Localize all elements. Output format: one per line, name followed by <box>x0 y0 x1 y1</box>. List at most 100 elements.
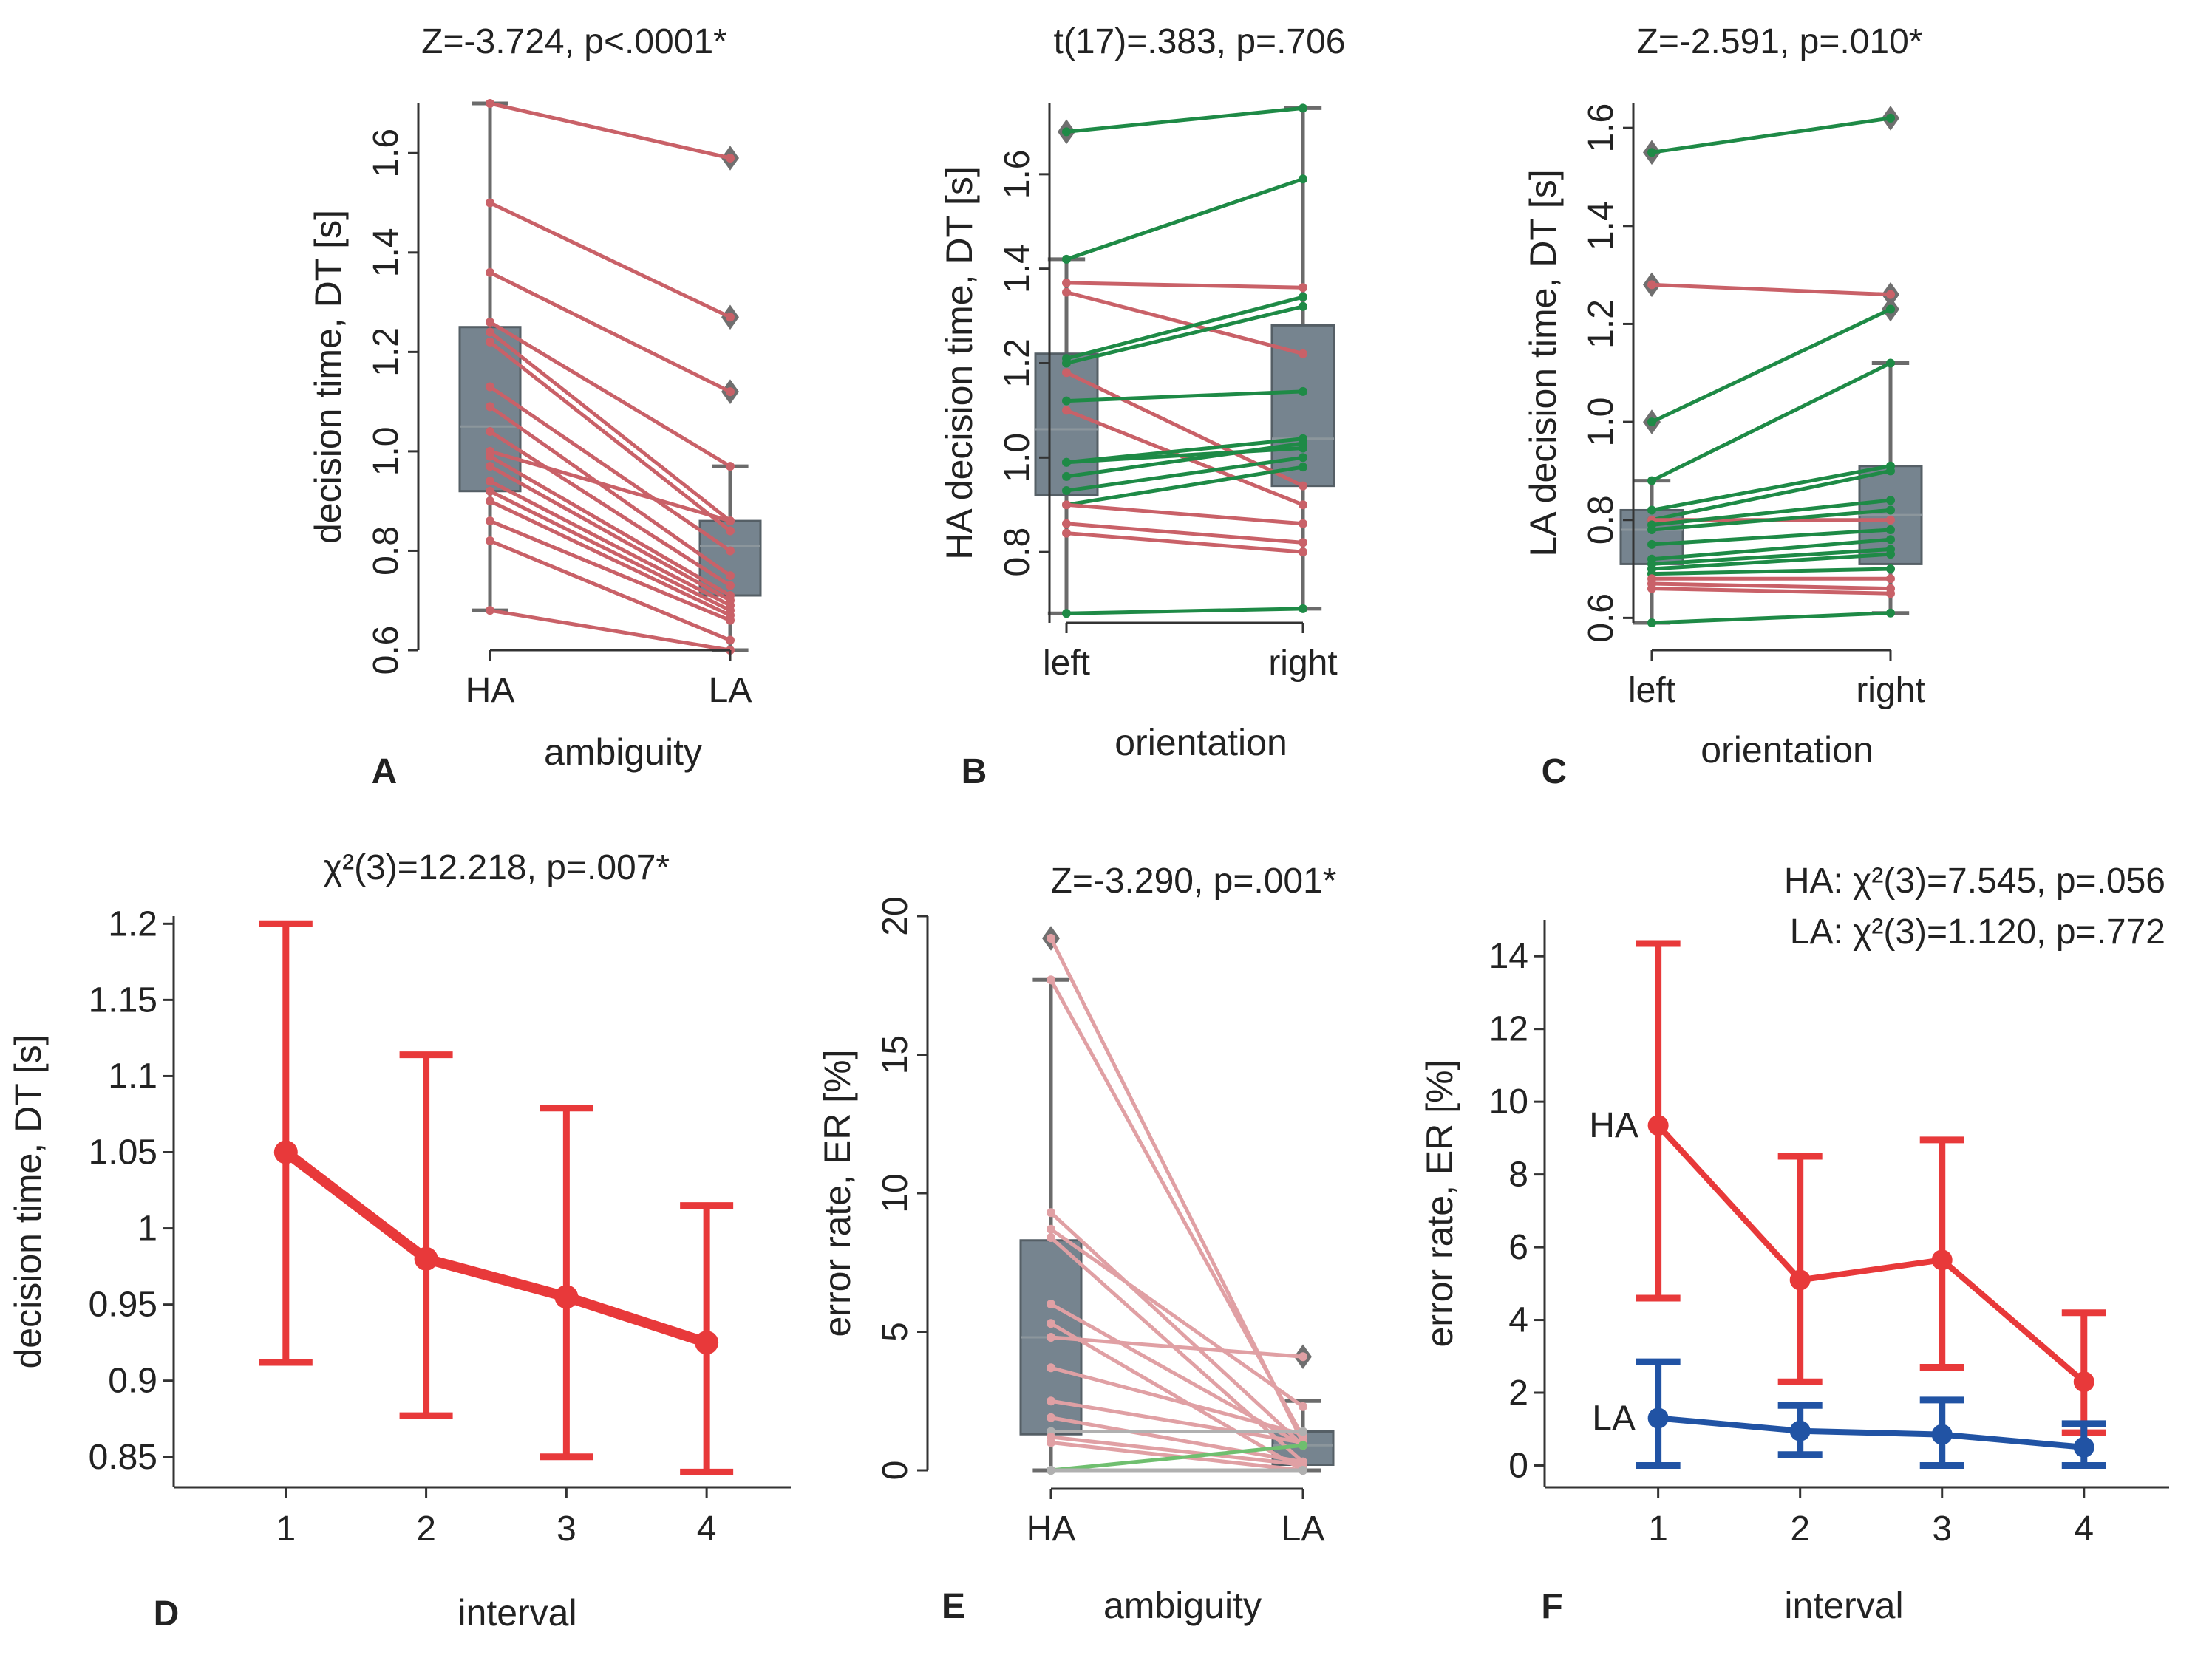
panel-b-pair-line <box>1066 304 1304 365</box>
panel-a-pair-line <box>489 270 732 394</box>
panel-f-x-tick-label: 4 <box>2074 1509 2094 1549</box>
panel-d-y-tick-label: 1 <box>137 1209 157 1249</box>
panel-b-pair-line <box>1066 441 1304 479</box>
panel-a-pair-line <box>489 201 732 319</box>
panel-a-pair-point <box>726 154 735 163</box>
panel-b-pair-point <box>1299 453 1307 463</box>
panel-b-title: t(17)=.383, p=.706 <box>1054 22 1346 61</box>
panel-a-pair-line <box>489 320 732 468</box>
panel-c-pair-point <box>1886 525 1895 534</box>
panel-c-pair-point <box>1647 280 1656 290</box>
panel-a-pair-line <box>489 405 732 578</box>
panel-a-pair-point <box>486 536 494 545</box>
panel-c-pair-point <box>1647 618 1656 627</box>
panel-f-series-ha-point <box>1931 1249 1953 1271</box>
panel-e-pair-line <box>1050 1365 1304 1436</box>
panel-f-x-tick-labels: 1 2 3 4 <box>1648 1509 2094 1549</box>
panel-b-pair-line <box>1066 531 1304 554</box>
panel-b-pair-line <box>1066 465 1304 507</box>
panel-a-x-tick-label: HA <box>466 671 515 710</box>
panel-e-y-tick-label: 0 <box>876 1461 915 1481</box>
panel-e-y-tick-label: 10 <box>876 1173 915 1212</box>
panel-a: 0.6 0.8 1.0 1.2 1.4 1.6 HA LA Z=-3.724, p<.0001*… <box>307 22 762 791</box>
panel-d-x-tick-label: 4 <box>697 1509 717 1549</box>
panel-c-pair-point <box>1647 539 1656 549</box>
panel-a-y-tick-label: 1.6 <box>367 129 406 178</box>
panel-e-pair-point <box>1047 1319 1055 1328</box>
panel-d-series-0-point <box>554 1285 579 1309</box>
panel-b-pair-line <box>1066 409 1304 507</box>
panel-d-y-tick-label: 0.9 <box>108 1362 157 1401</box>
panel-b-pair-point <box>1299 283 1307 293</box>
panel-c-pair-point <box>1647 476 1656 485</box>
panel-e-pair-line <box>1049 979 1305 1439</box>
panel-c-pair-point <box>1647 525 1656 534</box>
panel-b-pair-point <box>1299 103 1307 113</box>
panel-e-x-tick-label: LA <box>1282 1509 1325 1549</box>
panel-b-x-tick-label: right <box>1268 644 1337 683</box>
panel-c-title: Z=-2.591, p=.010* <box>1637 22 1923 61</box>
panel-b-pair-line <box>1066 295 1304 361</box>
panel-b-pair-point <box>1062 254 1071 264</box>
panel-e-pair-line <box>1050 1416 1304 1464</box>
panel-a-pair-line <box>489 449 731 523</box>
panel-a-pair-line <box>489 519 731 622</box>
panel-c-y-tick-label: 0.8 <box>1582 495 1621 545</box>
panel-b-pair-line <box>1066 281 1304 290</box>
panel-c-pair-point <box>1886 290 1895 299</box>
panel-c-pair-line <box>1651 552 1891 571</box>
panel-c-pair-point <box>1886 358 1895 368</box>
panel-c-y-tick-label: 1.2 <box>1582 299 1621 349</box>
panel-f-series-la-label: LA <box>1592 1399 1636 1438</box>
panel-b-pair-point <box>1299 547 1307 557</box>
panel-d-y-tick-label: 1.1 <box>108 1057 157 1096</box>
panel-c-y-label: LA decision time, DT [s] <box>1522 169 1564 556</box>
panel-c-pair-line <box>1651 464 1891 512</box>
panel-c-pair-line <box>1651 116 1891 154</box>
panel-a-pair-point <box>486 402 494 412</box>
panel-f-x-tick-label: 2 <box>1790 1509 1810 1549</box>
panel-f-series-ha-point <box>2073 1371 2094 1393</box>
panel-f-y-tick-label: 4 <box>1508 1301 1528 1340</box>
panel-e-pair-line <box>1050 1335 1304 1359</box>
panel-a-pair-line <box>489 101 731 160</box>
panel-e-pair-line <box>1049 1322 1304 1473</box>
panel-b-pair-point <box>1299 519 1307 528</box>
panel-d-y-tick-label: 1.15 <box>89 980 157 1020</box>
panel-a-pair-point <box>726 635 735 645</box>
panel-e-y-tick-label: 15 <box>876 1035 915 1074</box>
panel-a-pair-line <box>489 330 732 523</box>
panel-b-pair-point <box>1299 500 1307 510</box>
panel-c-pair-point <box>1886 505 1895 515</box>
panel-c-pair-point <box>1647 505 1656 515</box>
panel-b-pair-point <box>1299 174 1307 184</box>
panel-c-pair-point <box>1886 564 1895 574</box>
panel-a-pair-point <box>726 387 735 397</box>
panel-e-pair-line <box>1050 1399 1304 1444</box>
panel-c-pair-line <box>1651 282 1891 297</box>
panel-e-pair-point <box>1299 1427 1307 1436</box>
panel-b-pair-point <box>1299 301 1307 311</box>
panel-f-series-ha-point <box>1647 1115 1669 1136</box>
panel-d-panel-label: D <box>154 1594 180 1634</box>
panel-b-pair-line <box>1066 290 1304 356</box>
panel-b-pair-point <box>1299 349 1307 358</box>
panel-b-pair-point <box>1062 278 1071 287</box>
panel-e-pair-point <box>1047 1300 1055 1308</box>
panel-b-y-tick-label: 1.6 <box>998 149 1037 199</box>
panel-a-pair-point <box>726 571 735 581</box>
panel-c-pair-line <box>1651 498 1891 527</box>
panel-a-pair-line <box>489 454 732 598</box>
panel-b-panel-label: B <box>962 752 987 791</box>
panel-e-x-tick-label: HA <box>1027 1509 1076 1549</box>
panel-b-y-label: HA decision time, DT [s] <box>939 166 980 560</box>
panel-c-pair-line <box>1651 537 1891 562</box>
panel-e-pair-point <box>1047 1208 1055 1218</box>
panel-c-y-tick-label: 1.4 <box>1582 201 1621 250</box>
panel-e-pair-line <box>1049 1211 1304 1447</box>
panel-c-pair-point <box>1647 417 1656 427</box>
panel-a-pair-point <box>486 516 494 526</box>
panel-a-pair-line <box>489 608 731 652</box>
panel-f-y-tick-label: 10 <box>1489 1082 1528 1122</box>
panel-e-pair-point <box>1047 1233 1055 1242</box>
